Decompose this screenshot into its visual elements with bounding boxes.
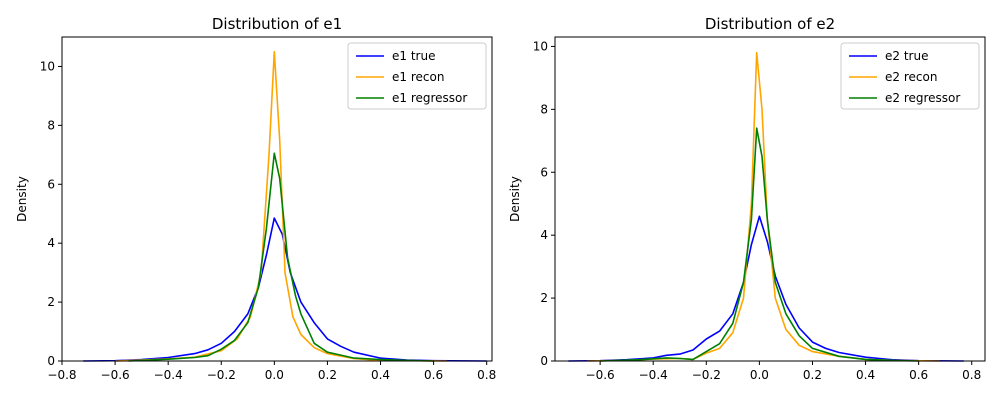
y-tick-label: 8 [540, 102, 548, 116]
axes-frame [554, 36, 986, 362]
chart-title: Distribution of e2 [705, 15, 835, 33]
x-tick-label: −0.4 [154, 368, 183, 382]
x-tick-label: 0.6 [424, 368, 443, 382]
chart-e1: Distribution of e1 Density −0.8 −0.6 −0.4 −… [15, 15, 496, 382]
y-tick-label: 6 [540, 165, 548, 179]
axes-frame [61, 36, 493, 362]
x-tick-label: −0.6 [101, 368, 130, 382]
y-tick-label: 0 [540, 354, 548, 368]
legend-label: e1 regressor [392, 91, 467, 105]
legend-label: e2 true [885, 49, 928, 63]
x-tick-label: 0.4 [371, 368, 390, 382]
y-tick-label: 2 [47, 295, 55, 309]
y-tick-label: 10 [40, 59, 55, 73]
x-tick-label: −0.2 [207, 368, 236, 382]
legend: e2 true e2 recon e2 regressor [840, 42, 980, 110]
y-tick-label: 10 [533, 39, 548, 53]
x-tick-label: 0.2 [803, 368, 822, 382]
x-tick-label: −0.4 [639, 368, 668, 382]
y-tick-label: 6 [47, 177, 55, 191]
series-line-1 [83, 217, 487, 362]
legend-label: e2 recon [885, 70, 937, 84]
y-tick-label: 2 [540, 291, 548, 305]
x-tick-label: 0.6 [909, 368, 928, 382]
series-line-3 [600, 127, 919, 362]
x-tick-label: 0.8 [962, 368, 981, 382]
y-tick-label: 0 [47, 354, 55, 368]
x-tick-label: 0.8 [477, 368, 496, 382]
series-line-3 [128, 152, 434, 362]
x-tick-label: 0.4 [856, 368, 875, 382]
chart-title: Distribution of e1 [212, 15, 342, 33]
x-tick-label: −0.6 [586, 368, 615, 382]
y-tick-label: 4 [540, 228, 548, 242]
y-tick-label: 4 [47, 236, 55, 250]
legend-box [840, 42, 980, 110]
y-axis-label: Density [508, 176, 522, 222]
y-axis-label: Density [15, 176, 29, 222]
legend-label: e1 recon [392, 70, 444, 84]
series-line-1 [568, 215, 964, 362]
legend-box [347, 42, 487, 110]
legend-label: e2 regressor [885, 91, 960, 105]
y-tick-label: 8 [47, 118, 55, 132]
x-tick-label: 0.2 [318, 368, 337, 382]
x-tick-label: 0.0 [265, 368, 284, 382]
x-tick-label: −0.8 [47, 368, 76, 382]
x-tick-label: −0.2 [692, 368, 721, 382]
x-tick-label: 0.0 [750, 368, 769, 382]
chart-e2: Distribution of e2 Density −0.6 −0.4 −0.2 0… [508, 15, 986, 382]
legend-label: e1 true [392, 49, 435, 63]
legend: e1 true e1 recon e1 regressor [347, 42, 487, 110]
